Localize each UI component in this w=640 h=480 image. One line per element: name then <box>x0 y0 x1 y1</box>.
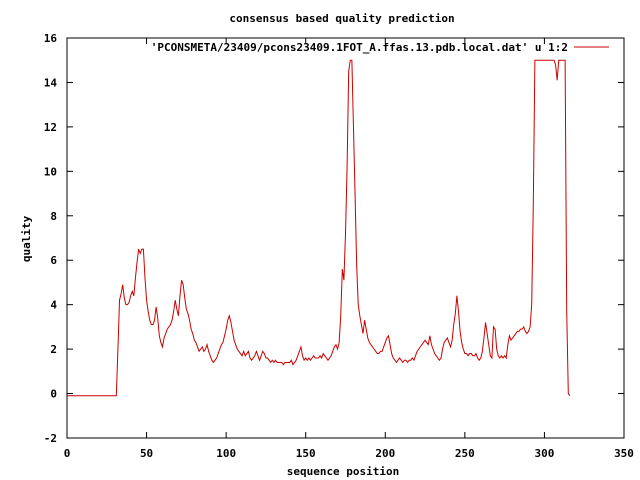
y-tick-label: 12 <box>44 121 57 134</box>
chart-title: consensus based quality prediction <box>229 12 454 25</box>
y-tick-label: 0 <box>50 388 57 401</box>
x-tick-label: 50 <box>140 447 153 460</box>
x-axis-label: sequence position <box>287 465 400 478</box>
y-tick-label: 2 <box>50 343 57 356</box>
x-tick-label: 350 <box>614 447 634 460</box>
x-tick-label: 200 <box>375 447 395 460</box>
x-axis-ticks: 0 50 100 150 200 250 300 350 <box>64 38 634 460</box>
plot-frame <box>66 37 625 439</box>
y-tick-label: 16 <box>44 32 58 45</box>
y-tick-label: 10 <box>44 165 57 178</box>
x-tick-label: 100 <box>216 447 236 460</box>
legend-series-label: 'PCONSMETA/23409/pcons23409.1FOT_A.ffas.… <box>151 41 568 54</box>
x-tick-label: 300 <box>534 447 554 460</box>
x-tick-label: 150 <box>296 447 316 460</box>
y-tick-label: -2 <box>44 432 57 445</box>
y-tick-label: 8 <box>50 210 57 223</box>
y-tick-label: 4 <box>50 299 57 312</box>
y-tick-label: 6 <box>50 254 57 267</box>
series-group <box>67 59 571 397</box>
legend: 'PCONSMETA/23409/pcons23409.1FOT_A.ffas.… <box>151 41 609 54</box>
plot-border <box>66 37 625 439</box>
y-tick-label: 14 <box>44 76 58 89</box>
x-tick-label: 250 <box>455 447 475 460</box>
x-tick-label: 0 <box>64 447 71 460</box>
y-axis-ticks: -2 0 2 4 6 8 10 12 14 16 <box>44 32 624 445</box>
series-line <box>67 59 571 397</box>
y-axis-label: quality <box>20 215 33 262</box>
